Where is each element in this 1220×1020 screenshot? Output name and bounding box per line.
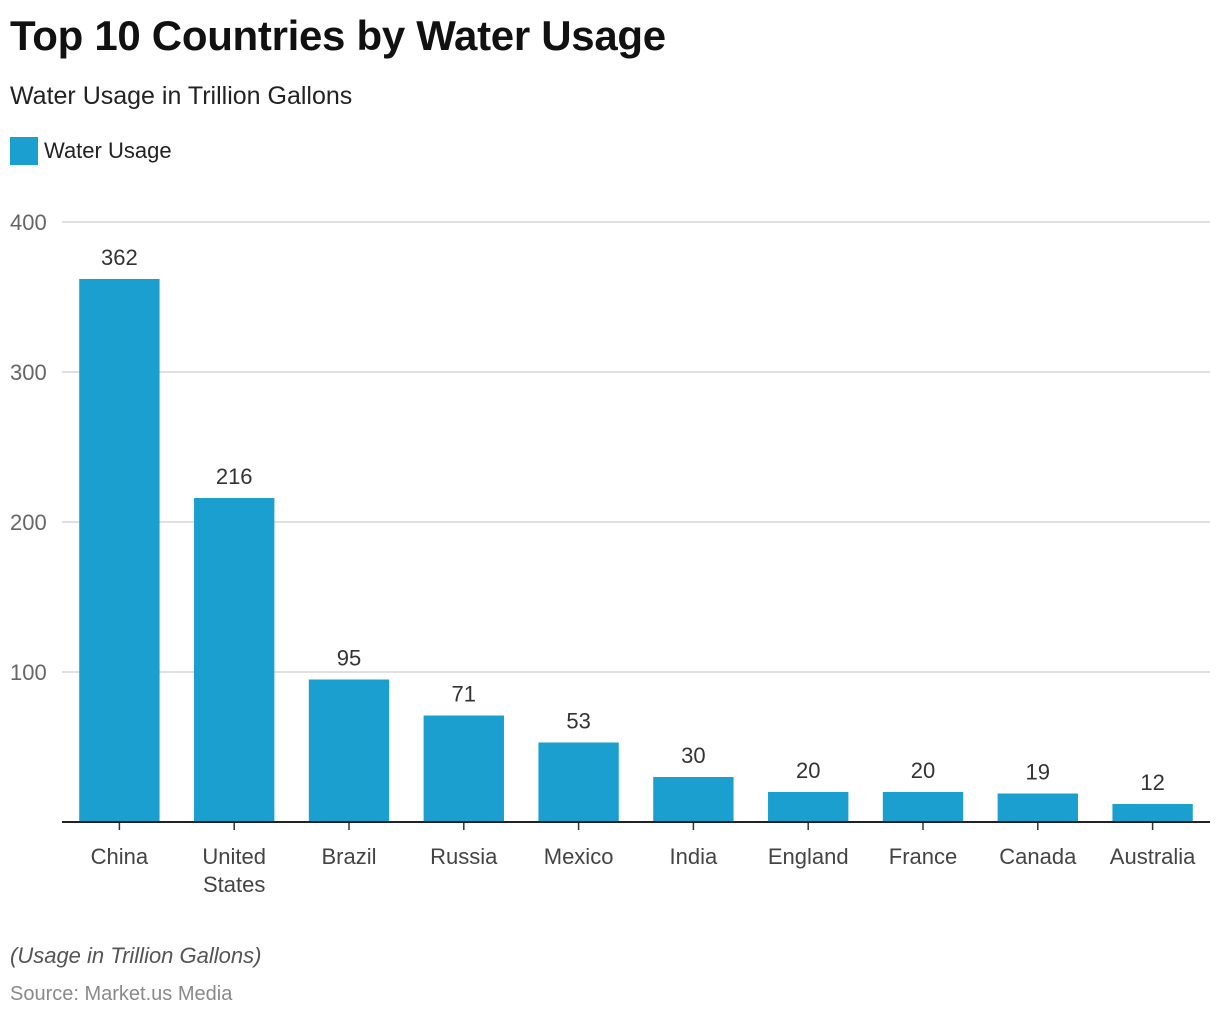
- y-tick-label: 400: [10, 210, 47, 235]
- y-tick-label: 300: [10, 360, 47, 385]
- x-tick-label: China: [91, 844, 149, 869]
- y-tick-label: 200: [10, 510, 47, 535]
- legend-label: Water Usage: [44, 138, 172, 163]
- bar: [423, 715, 504, 822]
- x-tick-label: Australia: [1110, 844, 1196, 869]
- data-label: 216: [216, 464, 253, 489]
- footnote: (Usage in Trillion Gallons): [10, 943, 262, 968]
- bars: [79, 279, 1193, 822]
- x-tick-label: Brazil: [321, 844, 376, 869]
- data-label: 362: [101, 245, 138, 270]
- x-tick-label: India: [670, 844, 718, 869]
- bar: [768, 792, 849, 822]
- data-label: 30: [681, 743, 705, 768]
- bar: [79, 279, 160, 822]
- legend: Water Usage: [10, 137, 172, 165]
- bar: [194, 498, 275, 822]
- source-note: Source: Market.us Media: [10, 983, 233, 1005]
- data-label: 12: [1140, 770, 1164, 795]
- data-label: 53: [566, 709, 590, 734]
- chart-subtitle: Water Usage in Trillion Gallons: [10, 82, 353, 110]
- data-labels: 362 216 95 71 53 30 20 20 19 12: [101, 245, 1165, 795]
- bar: [538, 742, 619, 822]
- bar: [882, 792, 964, 822]
- x-tick-label: Russia: [430, 844, 498, 869]
- x-tick-label: Canada: [999, 844, 1077, 869]
- y-tick-label: 100: [10, 660, 47, 685]
- x-tick-label: France: [889, 844, 957, 869]
- data-label: 20: [796, 758, 820, 783]
- bar: [1112, 804, 1193, 822]
- data-label: 20: [911, 758, 935, 783]
- data-label: 95: [337, 646, 361, 671]
- data-label: 71: [452, 682, 476, 707]
- x-tick-label: England: [768, 844, 849, 869]
- data-label: 19: [1026, 760, 1050, 785]
- x-tick-label: Mexico: [544, 844, 614, 869]
- x-tick-label: United States: [202, 844, 266, 897]
- y-axis-ticks: 100 200 300 400: [10, 210, 47, 685]
- bar: [308, 679, 390, 822]
- x-axis: China United States Brazil Russia Mexico India…: [62, 821, 1210, 897]
- bar: [653, 777, 734, 822]
- chart-title: Top 10 Countries by Water Usage: [10, 12, 666, 59]
- bar: [997, 793, 1078, 822]
- legend-swatch: [10, 137, 38, 165]
